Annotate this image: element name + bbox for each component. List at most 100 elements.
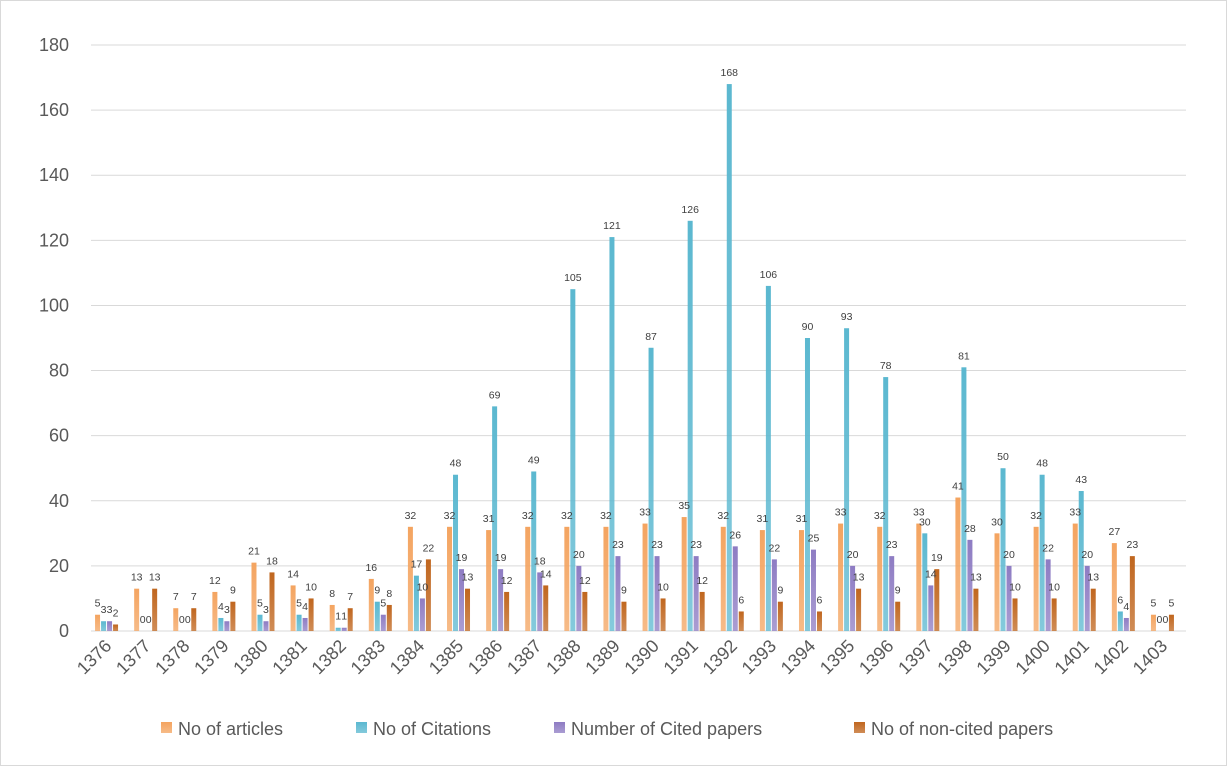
- data-label: 33: [639, 507, 651, 519]
- data-label: 48: [1036, 458, 1048, 470]
- bar-no-of-citations: [1078, 491, 1084, 631]
- bar-no-of-articles: [134, 588, 140, 631]
- bar-no-of-non-cited-papers: [973, 588, 979, 631]
- bar-no-of-articles: [1072, 523, 1078, 631]
- bar-no-of-citations: [218, 617, 224, 631]
- bar-no-of-non-cited-papers: [582, 591, 588, 631]
- bar-number-of-cited-papers: [224, 621, 230, 631]
- bar-number-of-cited-papers: [419, 598, 425, 631]
- bar-number-of-cited-papers: [967, 539, 973, 631]
- legend-item: No of articles: [161, 719, 283, 739]
- data-label: 6: [1117, 594, 1123, 606]
- data-label: 28: [964, 523, 976, 535]
- data-label: 32: [522, 510, 534, 522]
- bar-number-of-cited-papers: [654, 556, 660, 631]
- legend-item: Number of Cited papers: [554, 719, 762, 739]
- data-label: 19: [456, 552, 468, 564]
- data-label: 10: [657, 581, 669, 593]
- x-tick-label: 1384: [386, 636, 428, 678]
- data-label: 12: [209, 575, 221, 587]
- bar-number-of-cited-papers: [537, 572, 543, 631]
- data-label: 32: [874, 510, 886, 522]
- data-label: 19: [495, 552, 507, 564]
- bar-no-of-citations: [648, 347, 654, 631]
- data-label: 5: [95, 598, 101, 610]
- data-label: 10: [1009, 581, 1021, 593]
- legend-label: No of non-cited papers: [871, 719, 1053, 739]
- bar-no-of-non-cited-papers: [347, 608, 353, 631]
- bar-no-of-citations: [883, 377, 889, 631]
- data-label: 31: [796, 513, 808, 525]
- data-label: 10: [305, 581, 317, 593]
- bar-no-of-non-cited-papers: [621, 601, 627, 631]
- data-label: 0: [146, 614, 152, 626]
- data-label: 30: [919, 516, 931, 528]
- bar-number-of-cited-papers: [302, 617, 308, 631]
- bar-no-of-non-cited-papers: [699, 591, 705, 631]
- data-label: 4: [302, 601, 308, 613]
- data-label: 13: [149, 572, 161, 584]
- bar-number-of-cited-papers: [928, 585, 934, 631]
- bar-no-of-citations: [726, 84, 732, 632]
- bar-no-of-non-cited-papers: [230, 601, 236, 631]
- bar-no-of-non-cited-papers: [934, 569, 940, 631]
- bar-no-of-non-cited-papers: [191, 608, 197, 631]
- data-label: 49: [528, 454, 540, 466]
- bar-no-of-citations: [609, 237, 615, 632]
- y-tick-label: 120: [39, 230, 69, 250]
- data-label: 48: [450, 458, 462, 470]
- bar-no-of-articles: [1111, 543, 1117, 631]
- bar-no-of-non-cited-papers: [1090, 588, 1096, 631]
- data-label: 33: [913, 507, 925, 519]
- data-label: 43: [1075, 474, 1087, 486]
- bar-number-of-cited-papers: [732, 546, 738, 631]
- data-label: 87: [645, 331, 657, 343]
- x-tick-label: 1388: [542, 636, 584, 678]
- bar-no-of-articles: [603, 526, 609, 631]
- data-label: 19: [931, 552, 943, 564]
- data-label: 12: [696, 575, 708, 587]
- data-label: 20: [1081, 549, 1093, 561]
- data-label: 78: [880, 360, 892, 372]
- x-tick-label: 1389: [581, 636, 623, 678]
- data-label: 3: [101, 604, 107, 616]
- x-tick-label: 1396: [855, 636, 897, 678]
- data-label: 0: [185, 614, 191, 626]
- bar-no-of-citations: [335, 627, 341, 631]
- bar-number-of-cited-papers: [1006, 565, 1012, 631]
- bar-no-of-non-cited-papers: [504, 591, 510, 631]
- data-label: 32: [600, 510, 612, 522]
- data-label: 4: [218, 601, 224, 613]
- data-label: 0: [1163, 614, 1169, 626]
- data-label: 35: [678, 500, 690, 512]
- bar-no-of-articles: [1150, 614, 1156, 631]
- x-tick-label: 1379: [190, 636, 232, 678]
- data-label: 1: [341, 611, 347, 623]
- data-label: 18: [534, 555, 546, 567]
- y-tick-label: 20: [49, 556, 69, 576]
- data-label: 18: [266, 555, 278, 567]
- data-label: 1: [335, 611, 341, 623]
- x-tick-label: 1387: [503, 636, 545, 678]
- bar-number-of-cited-papers: [615, 556, 621, 631]
- data-label: 6: [817, 594, 823, 606]
- x-tick-label: 1376: [73, 636, 115, 678]
- bar-number-of-cited-papers: [1045, 559, 1051, 631]
- data-label: 14: [287, 568, 299, 580]
- x-tick-label: 1392: [699, 636, 741, 678]
- data-label: 13: [1087, 572, 1099, 584]
- bar-number-of-cited-papers: [1084, 565, 1090, 631]
- x-tick-label: 1400: [1011, 636, 1053, 678]
- y-tick-label: 0: [59, 621, 69, 641]
- x-tick-label: 1381: [268, 636, 310, 678]
- bar-no-of-citations: [413, 575, 419, 631]
- data-label: 25: [808, 533, 820, 545]
- data-label: 5: [257, 598, 263, 610]
- data-label: 106: [760, 269, 778, 281]
- bar-number-of-cited-papers: [693, 556, 699, 631]
- data-label: 12: [501, 575, 513, 587]
- bar-no-of-non-cited-papers: [386, 604, 392, 631]
- bar-no-of-articles: [955, 497, 961, 631]
- data-label: 33: [835, 507, 847, 519]
